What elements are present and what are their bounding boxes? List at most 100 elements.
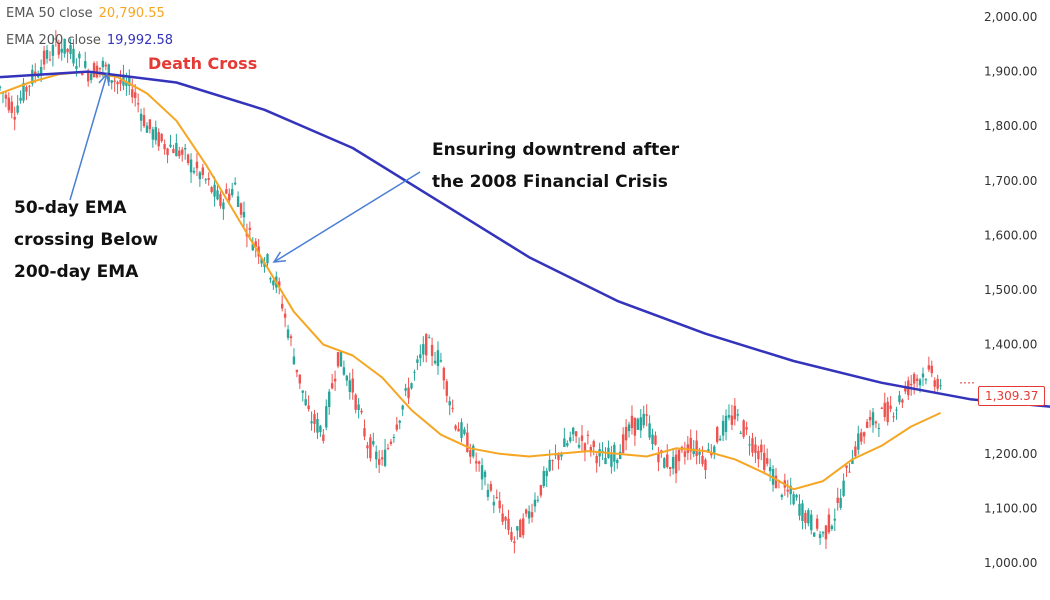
candle-body — [145, 125, 149, 133]
candle-body — [701, 455, 704, 464]
candle-body — [7, 97, 11, 111]
candle-body — [810, 514, 813, 531]
candle-body — [322, 434, 325, 441]
candle-body — [166, 148, 169, 156]
candle-body — [663, 458, 666, 468]
candle-body — [280, 303, 284, 309]
candle-body — [936, 378, 939, 389]
candle-body — [172, 149, 175, 153]
candle-body — [263, 262, 266, 267]
candle-body — [219, 194, 222, 207]
candle-body — [754, 444, 757, 453]
crossing-arrow-head — [98, 72, 110, 86]
candle-body — [10, 101, 13, 113]
candle-body — [236, 196, 240, 208]
candle-body — [116, 81, 119, 85]
legend-ema200-value: 19,992.58 — [106, 33, 174, 48]
candle-body — [201, 167, 205, 176]
candle-body — [307, 405, 310, 410]
candle-body — [380, 457, 384, 460]
candle-body — [178, 150, 181, 157]
candle-body — [774, 475, 778, 489]
candle-body — [871, 412, 875, 426]
candle-body — [666, 454, 669, 468]
candle-body — [486, 489, 490, 497]
candle-body — [842, 480, 845, 496]
death-cross-label: Death Cross — [148, 54, 258, 73]
candles-layer — [0, 30, 942, 554]
candle-body — [295, 369, 299, 373]
legend-ema50[interactable]: EMA 50 close 20,790.55 — [6, 6, 165, 21]
candle-body — [895, 409, 898, 411]
candle-body — [501, 513, 504, 522]
candle-body — [910, 383, 913, 386]
candle-body — [181, 149, 184, 155]
candle-body — [248, 227, 252, 230]
candle-body — [228, 193, 231, 201]
candle-body — [342, 367, 346, 375]
candle-body — [592, 441, 595, 448]
candle-body — [786, 489, 789, 492]
candle-body — [639, 417, 642, 431]
candle-body — [724, 415, 728, 432]
candle-body — [198, 172, 202, 180]
candle-body — [795, 494, 798, 498]
candle-body — [304, 399, 307, 406]
crossing-annotation: 50-day EMA crossing Below 200-day EMA — [14, 192, 158, 288]
candle-body — [674, 454, 678, 474]
candle-body — [278, 281, 281, 287]
candle-body — [254, 241, 257, 247]
candle-body — [939, 385, 942, 387]
candle-body — [727, 414, 731, 418]
candle-body — [516, 526, 519, 531]
candle-body — [22, 82, 25, 101]
candle-body — [392, 437, 396, 439]
candle-body — [163, 144, 166, 150]
candle-body — [586, 434, 590, 436]
candle-body — [139, 113, 143, 121]
candle-body — [495, 496, 498, 498]
candle-body — [175, 143, 178, 157]
candle-body — [474, 461, 478, 464]
candle-body — [63, 38, 66, 54]
candle-body — [192, 170, 196, 173]
downtrend-line-1: Ensuring downtrend after — [432, 140, 680, 160]
candle-body — [104, 64, 108, 67]
candle-body — [460, 422, 463, 438]
candle-body — [836, 497, 839, 504]
candle-body — [398, 420, 401, 423]
candle-body — [4, 94, 8, 99]
candle-body — [98, 67, 102, 70]
candle-body — [821, 532, 825, 534]
candle-body — [134, 92, 137, 98]
candle-body — [231, 189, 234, 196]
candle-body — [39, 66, 43, 75]
candle-body — [16, 105, 19, 113]
candle-body — [545, 470, 548, 477]
candle-body — [539, 485, 543, 496]
candle-body — [868, 417, 872, 421]
candle-body — [839, 497, 842, 508]
candle-body — [407, 387, 410, 399]
legend-ema200[interactable]: EMA 200 close 19,992.58 — [6, 33, 173, 48]
candle-body — [225, 189, 228, 194]
candle-body — [313, 414, 316, 425]
candle-body — [560, 453, 563, 457]
candle-body — [792, 494, 795, 505]
candle-body — [713, 446, 716, 454]
candle-body — [169, 144, 172, 147]
downtrend-arrow-head — [272, 251, 287, 263]
candle-body — [354, 394, 357, 410]
y-tick-label: 1,600.00 — [984, 228, 1037, 242]
candle-body — [601, 450, 604, 452]
candle-body — [721, 420, 725, 436]
legend-ema200-label: EMA 200 close — [6, 33, 101, 48]
candle-body — [483, 471, 487, 478]
candle-body — [801, 503, 804, 521]
candle-body — [933, 380, 936, 387]
candle-body — [242, 212, 246, 218]
y-tick-label: 1,400.00 — [984, 338, 1037, 352]
candle-body — [651, 434, 654, 445]
candle-body — [266, 254, 269, 264]
candle-body — [610, 454, 613, 467]
